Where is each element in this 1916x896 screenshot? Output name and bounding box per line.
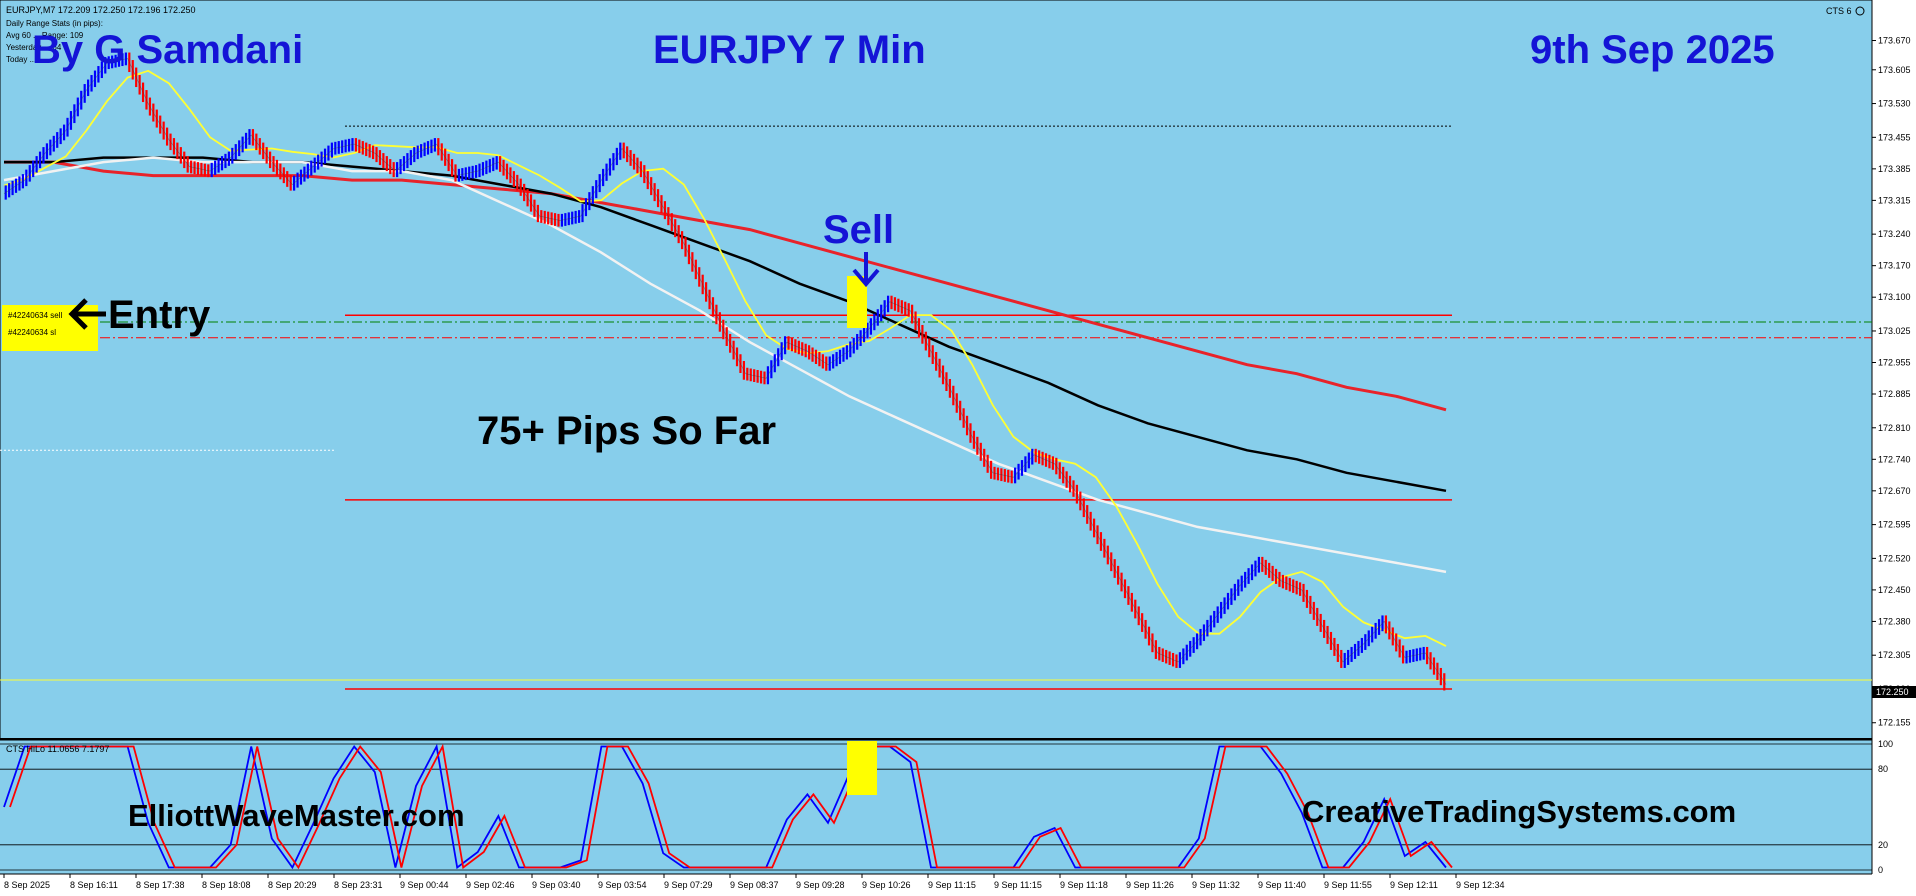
time-tick-label: 8 Sep 18:08 bbox=[202, 880, 251, 890]
time-tick-label: 9 Sep 11:55 bbox=[1324, 880, 1372, 890]
price-tick-label: 173.530 bbox=[1878, 99, 1911, 109]
pips-label: 75+ Pips So Far bbox=[477, 409, 776, 453]
time-tick-label: 9 Sep 07:29 bbox=[664, 880, 713, 890]
renko-bars bbox=[3, 52, 1447, 691]
current-price-tag bbox=[1872, 686, 1916, 698]
time-tick-label: 9 Sep 03:54 bbox=[598, 880, 647, 890]
time-scale-area bbox=[0, 874, 1916, 896]
price-tick-label: 173.025 bbox=[1878, 326, 1911, 336]
time-axis-ticks: 8 Sep 2025 8 Sep 16:11 8 Sep 17:38 8 Sep 18… bbox=[3, 874, 1505, 890]
smile-icon bbox=[1855, 6, 1865, 16]
time-tick-label: 8 Sep 2025 bbox=[4, 880, 50, 890]
price-tick-label: 173.605 bbox=[1878, 65, 1911, 75]
price-tick-label: 172.595 bbox=[1878, 520, 1911, 530]
osc-level-label: 20 bbox=[1878, 840, 1888, 850]
info-line-1: Daily Range Stats (in pips): bbox=[6, 19, 103, 28]
price-tick-label: 173.315 bbox=[1878, 195, 1911, 205]
price-tick-label: 172.155 bbox=[1878, 718, 1911, 728]
sell-label: Sell bbox=[823, 208, 894, 252]
osc-level-label: 0 bbox=[1878, 865, 1883, 875]
time-tick-label: 9 Sep 11:15 bbox=[928, 880, 976, 890]
sell-arrow-icon bbox=[852, 252, 880, 288]
time-tick-label: 9 Sep 12:11 bbox=[1390, 880, 1438, 890]
symbol-line: EURJPY,M7 172.209 172.250 172.196 172.25… bbox=[6, 5, 195, 15]
site-right-label: CreativeTradingSystems.com bbox=[1302, 794, 1736, 829]
ma-red-line bbox=[4, 160, 1447, 412]
time-tick-label: 9 Sep 11:18 bbox=[1060, 880, 1108, 890]
price-tick-label: 173.170 bbox=[1878, 261, 1911, 271]
entry-candle-highlight bbox=[847, 276, 867, 328]
time-tick-label: 9 Sep 11:15 bbox=[994, 880, 1042, 890]
price-tick-label: 172.450 bbox=[1878, 585, 1911, 595]
price-tick-label: 173.670 bbox=[1878, 36, 1911, 46]
price-tick-label: 172.305 bbox=[1878, 650, 1911, 660]
entry-label: Entry bbox=[108, 293, 211, 337]
time-tick-label: 9 Sep 11:32 bbox=[1192, 880, 1240, 890]
osc-level-label: 100 bbox=[1878, 739, 1893, 749]
time-tick-label: 9 Sep 02:46 bbox=[466, 880, 515, 890]
time-tick-label: 8 Sep 17:38 bbox=[136, 880, 185, 890]
entry-arrow-icon bbox=[68, 298, 106, 330]
time-tick-label: 8 Sep 20:29 bbox=[268, 880, 317, 890]
time-tick-label: 9 Sep 10:26 bbox=[862, 880, 911, 890]
osc-slow-line bbox=[9, 743, 1453, 870]
price-tick-label: 173.455 bbox=[1878, 132, 1911, 142]
time-tick-label: 9 Sep 00:44 bbox=[400, 880, 449, 890]
osc-level-label: 80 bbox=[1878, 764, 1888, 774]
indicator-title: CTS HiLo 11.0656 7.1797 bbox=[6, 744, 109, 754]
price-tick-label: 173.100 bbox=[1878, 292, 1911, 302]
price-tick-label: 173.240 bbox=[1878, 229, 1911, 239]
order-sell-tag: #42240634 sell bbox=[8, 311, 62, 320]
time-tick-label: 9 Sep 08:37 bbox=[730, 880, 779, 890]
time-tick-label: 8 Sep 23:31 bbox=[334, 880, 383, 890]
time-tick-label: 9 Sep 11:26 bbox=[1126, 880, 1174, 890]
price-tick-label: 172.885 bbox=[1878, 389, 1911, 399]
oscillator-highlight bbox=[847, 741, 877, 795]
price-tick-label: 172.670 bbox=[1878, 486, 1911, 496]
time-tick-label: 9 Sep 12:34 bbox=[1456, 880, 1505, 890]
price-tick-label: 172.380 bbox=[1878, 616, 1911, 626]
oscillator-panel: 100 80 20 0 bbox=[0, 739, 1893, 875]
price-path bbox=[3, 58, 1447, 685]
author-title: By G Samdani bbox=[32, 28, 303, 72]
info-line-3: Yesterday ... 64 bbox=[6, 43, 62, 52]
time-tick-label: 9 Sep 03:40 bbox=[532, 880, 581, 890]
price-tick-label: 172.520 bbox=[1878, 553, 1911, 563]
time-tick-label: 9 Sep 11:40 bbox=[1258, 880, 1306, 890]
price-scale-area bbox=[1872, 0, 1916, 896]
order-sl-tag: #42240634 sl bbox=[8, 328, 56, 337]
time-tick-label: 9 Sep 09:28 bbox=[796, 880, 845, 890]
ma-yellow-line bbox=[3, 69, 1447, 647]
site-left-label: ElliottWaveMaster.com bbox=[128, 798, 465, 833]
price-tick-label: 173.385 bbox=[1878, 164, 1911, 174]
instrument-title: EURJPY 7 Min bbox=[653, 28, 926, 72]
current-price-label: 172.250 bbox=[1876, 687, 1909, 697]
info-line-2: Avg 60 ... Range: 109 bbox=[6, 31, 84, 40]
price-tick-label: 172.810 bbox=[1878, 423, 1911, 433]
horizontal-levels bbox=[0, 125, 1872, 690]
price-tick-label: 172.955 bbox=[1878, 357, 1911, 367]
ma-white-line bbox=[3, 156, 1447, 574]
top-right-label: CTS 6 bbox=[1826, 6, 1852, 16]
date-title: 9th Sep 2025 bbox=[1530, 28, 1775, 72]
moving-averages bbox=[3, 69, 1447, 647]
price-tick-label: 172.740 bbox=[1878, 454, 1911, 464]
time-tick-label: 8 Sep 16:11 bbox=[70, 880, 118, 890]
info-line-4: Today ... bbox=[6, 55, 36, 64]
